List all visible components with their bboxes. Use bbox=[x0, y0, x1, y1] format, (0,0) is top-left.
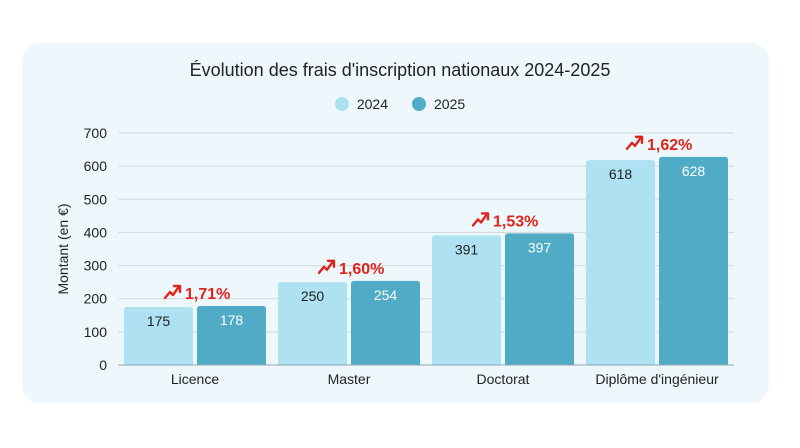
trend-up-icon-head bbox=[634, 135, 644, 145]
data-label: 391 bbox=[455, 241, 479, 257]
legend-item-2024: 2024 bbox=[334, 96, 388, 112]
y-tick-label: 0 bbox=[99, 357, 107, 373]
y-tick-label: 500 bbox=[84, 191, 108, 207]
bar-2024 bbox=[586, 160, 655, 365]
y-tick-label: 600 bbox=[84, 158, 108, 174]
growth-annotation: 1,60% bbox=[339, 261, 384, 278]
growth-annotation: 1,71% bbox=[185, 286, 230, 303]
growth-annotation: 1,62% bbox=[647, 137, 692, 154]
trend-up-icon-head bbox=[172, 284, 182, 294]
bar-2025 bbox=[659, 156, 728, 365]
data-label: 178 bbox=[220, 312, 244, 328]
legend-swatch-2024 bbox=[334, 97, 349, 111]
data-label: 628 bbox=[682, 163, 706, 179]
trend-up-icon bbox=[317, 261, 334, 275]
trend-up-icon-head bbox=[480, 212, 490, 221]
y-tick-label: 100 bbox=[84, 324, 108, 340]
bar-2024 bbox=[124, 307, 193, 365]
bar-2024 bbox=[432, 235, 501, 365]
y-axis-label: Montant (en €) bbox=[55, 203, 71, 294]
trend-up-icon bbox=[471, 214, 488, 227]
legend-label-2024: 2024 bbox=[356, 96, 388, 112]
x-tick-label: Diplôme d'ingénieur bbox=[595, 371, 719, 387]
y-tick-label: 400 bbox=[84, 224, 108, 240]
x-tick-label: Master bbox=[328, 371, 371, 387]
bar-2025 bbox=[351, 280, 420, 365]
trend-up-icon bbox=[163, 286, 180, 300]
y-tick-label: 700 bbox=[84, 125, 108, 141]
bar-2024 bbox=[278, 282, 347, 365]
y-tick-label: 300 bbox=[84, 258, 108, 274]
bar-2025 bbox=[197, 306, 266, 365]
x-tick-label: Doctorat bbox=[477, 371, 530, 387]
legend-label-2025: 2025 bbox=[434, 96, 466, 112]
legend-swatch-2025 bbox=[412, 97, 426, 111]
chart-title: Évolution des frais d'inscription nation… bbox=[189, 60, 611, 80]
data-label: 397 bbox=[528, 239, 552, 255]
data-label: 618 bbox=[609, 166, 633, 182]
chart-legend: 2024 2025 bbox=[0, 96, 800, 112]
data-label: 250 bbox=[301, 288, 325, 304]
trend-up-icon bbox=[625, 137, 642, 151]
growth-annotation: 1,53% bbox=[493, 213, 538, 230]
trend-up-icon-head bbox=[326, 259, 336, 269]
legend-item-2025: 2025 bbox=[412, 96, 465, 112]
data-label: 254 bbox=[374, 287, 398, 303]
data-label: 175 bbox=[147, 313, 171, 329]
x-tick-label: Licence bbox=[171, 371, 219, 387]
bar-2025 bbox=[505, 233, 574, 365]
y-tick-label: 200 bbox=[84, 291, 108, 307]
